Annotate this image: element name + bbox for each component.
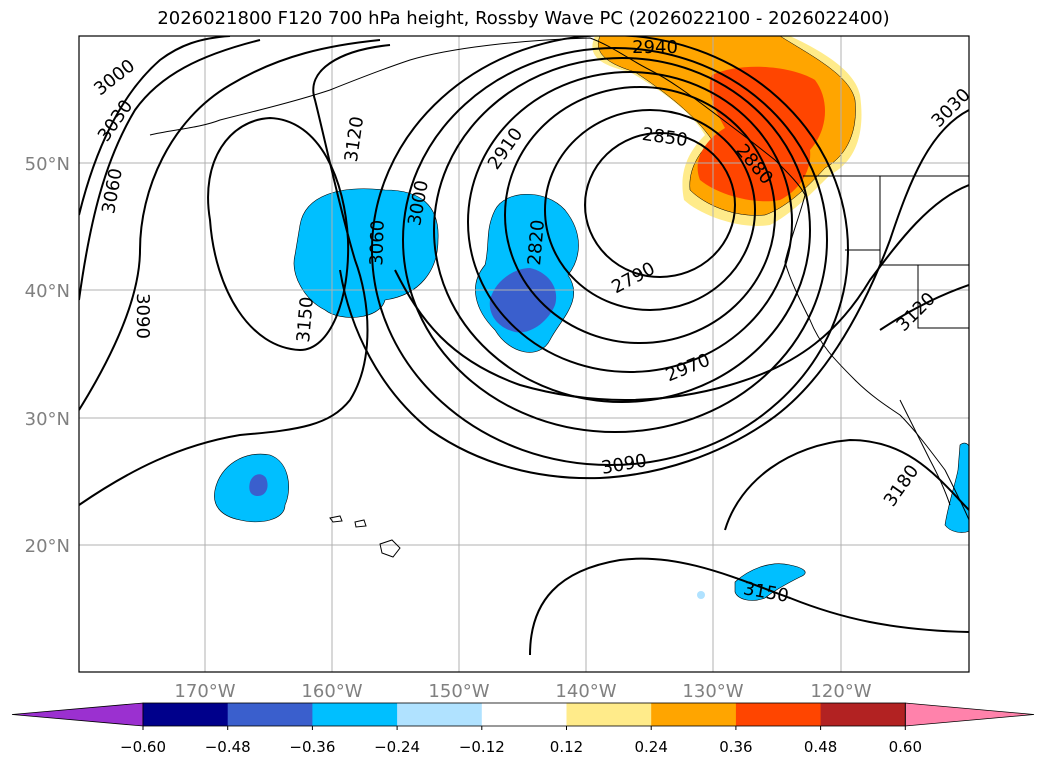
contour-low-ring-1 [544, 109, 756, 311]
state-border-3 [917, 265, 969, 329]
contour-label: 3030 [927, 84, 974, 131]
colorbar-tick-label: 0.24 [634, 738, 667, 756]
colorbar-segment [481, 703, 567, 726]
contour-label: 2970 [663, 350, 713, 387]
anomaly-shading [214, 36, 969, 601]
latitude-axis: 50°N 40°N 30°N 20°N [25, 154, 70, 557]
hawaii-island-1 [329, 515, 343, 523]
contour-low-ring-2 [504, 86, 776, 344]
contour-label: 2940 [632, 37, 678, 58]
colorbar-tick-label: 0.48 [804, 738, 837, 756]
contour-label: 3060 [98, 167, 127, 216]
baja-coast [899, 399, 951, 506]
lon-label: 130°W [682, 681, 743, 702]
colorbar-tick-label: −0.48 [205, 738, 251, 756]
contour-label: 3150 [293, 296, 318, 343]
colorbar-segment [566, 703, 652, 726]
colorbar-segment [735, 703, 822, 726]
contour-label: 3090 [600, 450, 649, 479]
colorbar-segment [820, 703, 906, 726]
colorbar-segment [227, 703, 313, 726]
contour-label: 3060 [366, 220, 389, 267]
contour-label: 3180 [880, 461, 923, 511]
alaska-coast [149, 37, 806, 196]
contour-label: 2910 [484, 124, 527, 174]
colorbar-tick-label: −0.60 [120, 738, 166, 756]
colorbar-segment [651, 703, 737, 726]
lat-label: 50°N [25, 154, 70, 175]
colorbar-segment [143, 703, 229, 726]
contour-ridge-3 [79, 39, 381, 411]
contour-label: 3090 [132, 293, 153, 339]
hawaii-island-2 [354, 519, 367, 528]
lon-label: 140°W [555, 681, 616, 702]
colorbar-tick-label: 0.60 [889, 738, 922, 756]
contour-3180 [724, 438, 969, 531]
contour-3120 [394, 184, 969, 401]
colorbar-tick-label: −0.36 [289, 738, 335, 756]
coastlines [149, 37, 969, 558]
lon-label: 150°W [428, 681, 489, 702]
lat-label: 30°N [25, 409, 70, 430]
contour-low-ring-5 [402, 47, 828, 433]
hawaii-island-3 [379, 539, 401, 558]
colorbar-tick-label: −0.12 [459, 738, 505, 756]
colorbar: −0.60 −0.48 −0.36 −0.24 −0.12 0.12 0.24 0.36 0.4… [11, 702, 1035, 756]
colorbar-tick-label: −0.24 [374, 738, 420, 756]
colorbar-frame [142, 702, 906, 727]
negative-anomaly-core-south [249, 474, 268, 496]
map-title: 2026021800 F120 700 hPa height, Rossby W… [157, 8, 890, 29]
west-coast [784, 194, 969, 521]
colorbar-extend-high [904, 702, 1035, 727]
negative-anomaly-dot [697, 591, 705, 599]
contour-3090 [339, 109, 969, 480]
colorbar-segment [312, 703, 398, 726]
contour-label: 3120 [892, 288, 939, 335]
negative-anomaly-core [489, 268, 557, 333]
lat-label: 40°N [25, 281, 70, 302]
height-contours [79, 36, 969, 656]
contour-label: 3030 [94, 96, 137, 146]
colorbar-segment [397, 703, 483, 726]
contour-label: 3120 [341, 115, 368, 163]
colorbar-extend-low [11, 702, 144, 727]
lon-label: 170°W [174, 681, 235, 702]
contour-low-ring-6 [371, 36, 849, 466]
lat-label: 20°N [25, 536, 70, 557]
contour-3120-se [879, 284, 969, 331]
colorbar-tick-label: 0.12 [550, 738, 583, 756]
contour-southern-ring [79, 44, 391, 506]
contour-label: 2820 [524, 219, 549, 266]
contour-label: 3000 [90, 55, 139, 100]
contour-label: 2850 [641, 124, 689, 151]
contour-3150 [529, 557, 969, 656]
colorbar-tick-label: 0.36 [719, 738, 752, 756]
plot-frame [78, 35, 970, 673]
contour-ridge-2 [79, 39, 261, 301]
contour-ridge-1 [79, 36, 231, 216]
contour-low-ring-4 [433, 57, 811, 403]
contour-low-center [584, 132, 736, 278]
state-border-1 [879, 176, 969, 266]
longitude-axis: 170°W 160°W 150°W 140°W 130°W 120°W [174, 681, 871, 702]
contour-low-ring-3 [467, 71, 793, 373]
contour-closed-ridge [207, 116, 350, 352]
lon-label: 160°W [301, 681, 362, 702]
lon-label: 120°W [810, 681, 871, 702]
negative-anomaly-area-southeast [734, 563, 806, 601]
